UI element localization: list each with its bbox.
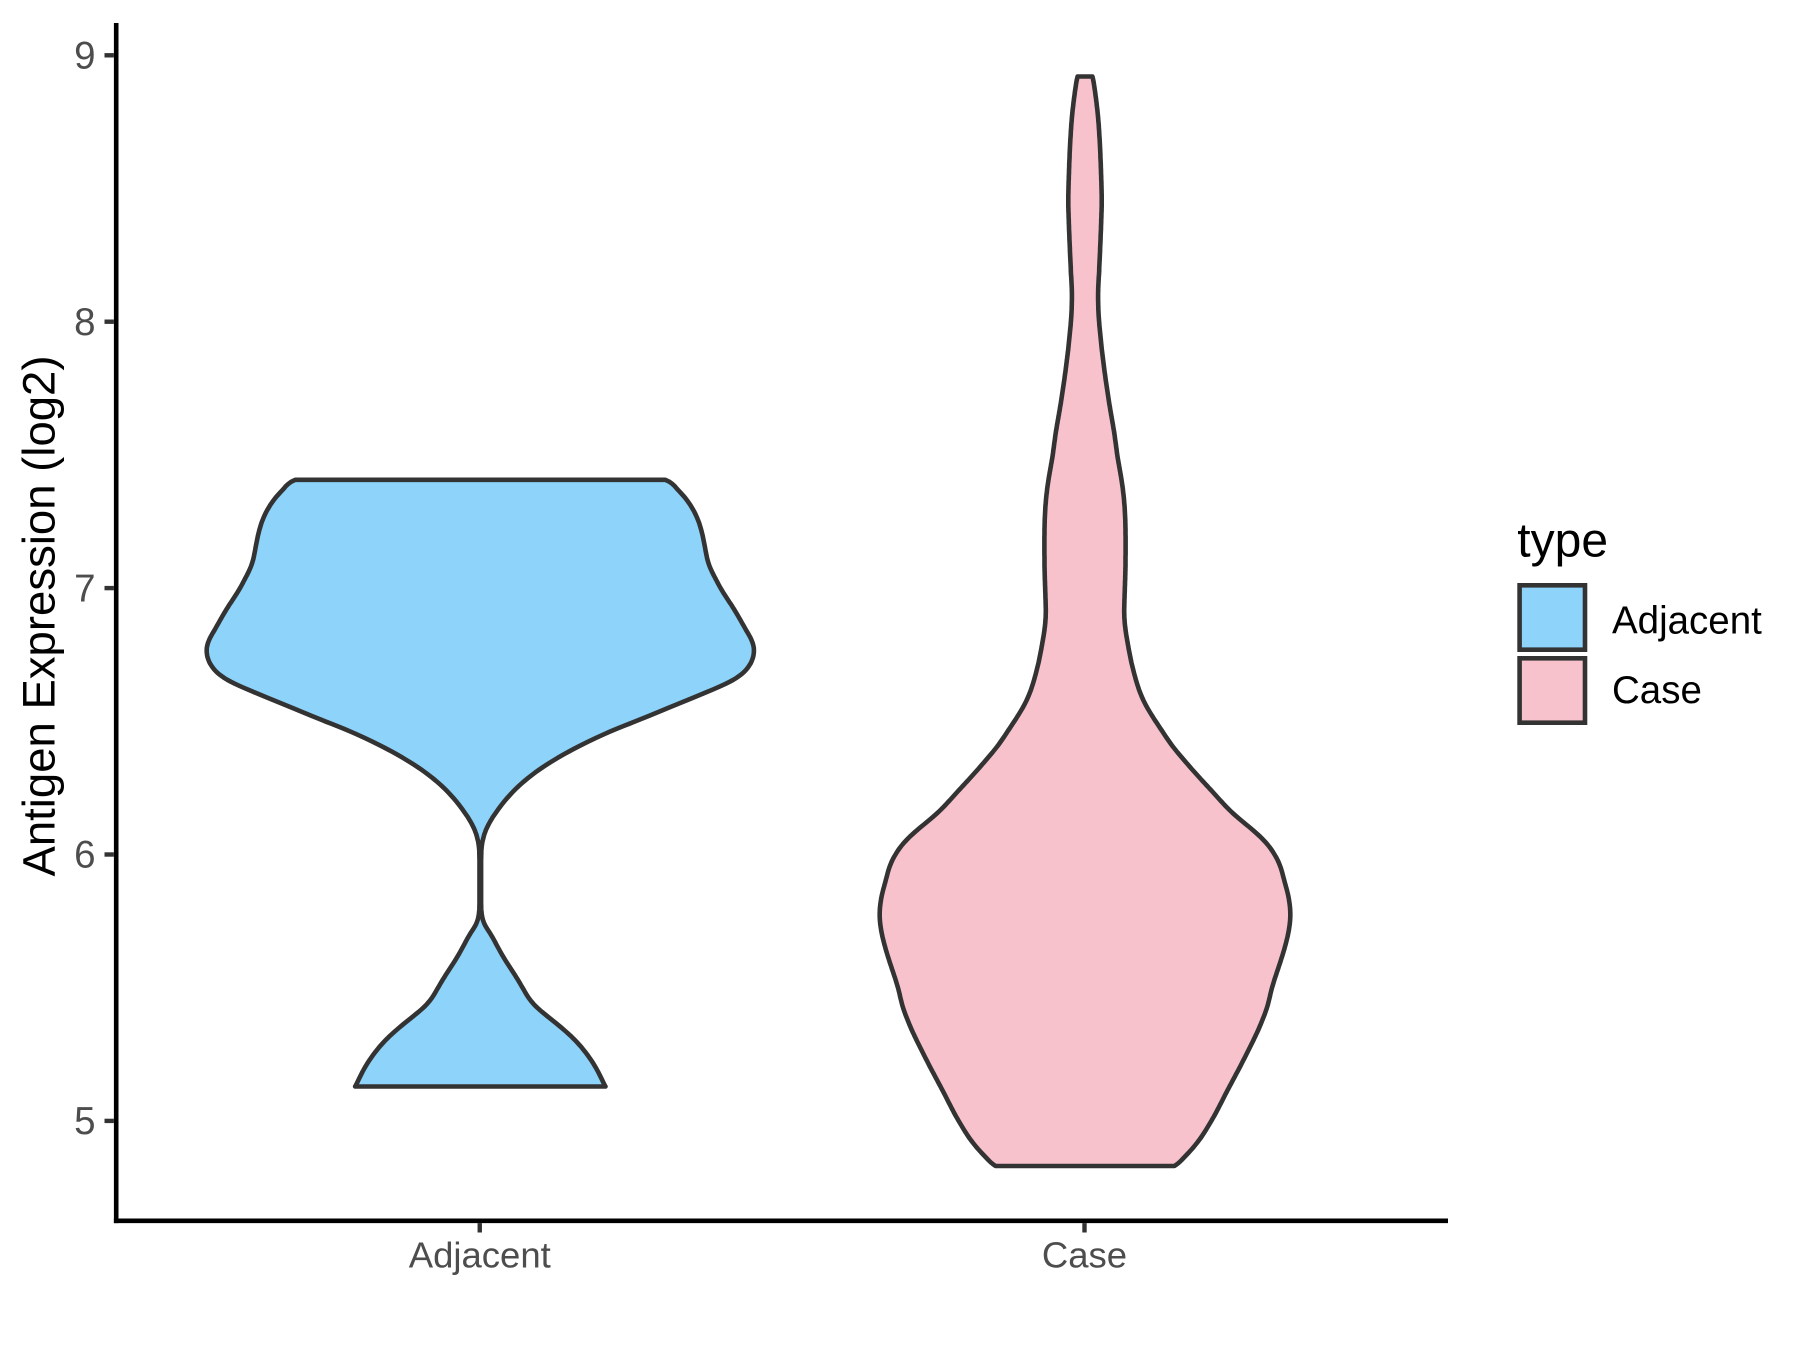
svg-text:5: 5: [74, 1100, 95, 1143]
svg-text:9: 9: [74, 35, 95, 78]
svg-text:Adjacent: Adjacent: [1612, 600, 1762, 643]
svg-text:7: 7: [74, 567, 95, 610]
svg-text:Case: Case: [1042, 1235, 1127, 1276]
svg-text:type: type: [1517, 515, 1608, 568]
svg-text:Antigen Expression (log2): Antigen Expression (log2): [14, 355, 65, 876]
svg-text:Case: Case: [1612, 669, 1702, 712]
svg-text:Adjacent: Adjacent: [409, 1235, 551, 1276]
svg-text:8: 8: [74, 301, 95, 344]
svg-text:6: 6: [74, 834, 95, 877]
